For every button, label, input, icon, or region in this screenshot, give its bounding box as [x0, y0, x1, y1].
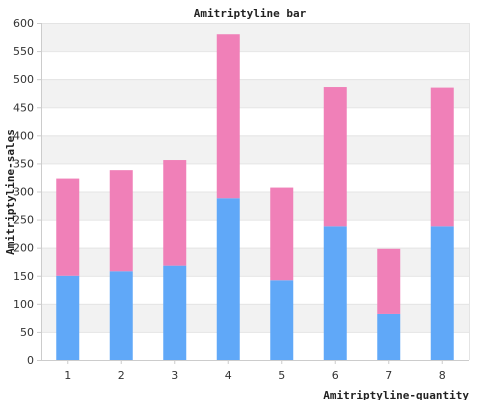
bar-series1-cat8: [430, 226, 454, 360]
x-tick-label: 7: [385, 369, 392, 382]
x-tick-label: 6: [332, 369, 339, 382]
axes: [41, 23, 470, 361]
y-tick-label: 600: [13, 17, 34, 30]
grid-band: [41, 23, 469, 52]
y-tick-label: 50: [20, 326, 34, 339]
x-tick-label: 2: [118, 369, 125, 382]
bar-series1-cat4: [216, 198, 240, 360]
grid-band: [41, 191, 469, 220]
bar-series2-cat8: [430, 87, 454, 227]
x-tick-label: 4: [225, 369, 232, 382]
y-tick-label: 150: [13, 270, 34, 283]
x-axis-label: Amitriptyline-quantity: [323, 389, 469, 400]
bar-series1-cat3: [163, 265, 187, 360]
grid-bands: [41, 23, 469, 332]
grid-band: [41, 135, 469, 164]
x-tick-label: 1: [64, 369, 71, 382]
bar-series1-cat6: [323, 226, 347, 360]
y-tick-label: 350: [13, 157, 34, 170]
bar-series1-cat5: [270, 280, 294, 360]
bar-series2-cat3: [163, 160, 187, 266]
y-tick-label: 250: [13, 214, 34, 227]
y-tick-labels: 0 50 100 150 200 250 300 350 400 450 500 550 600: [13, 17, 41, 367]
bar-series1-cat2: [109, 271, 133, 360]
grid-band: [41, 303, 469, 332]
bar-series2-cat4: [216, 34, 240, 199]
y-tick-label: 550: [13, 45, 34, 58]
x-tick-label: 5: [278, 369, 285, 382]
y-tick-label: 400: [13, 129, 34, 142]
bar-series2-cat2: [109, 170, 133, 272]
x-tick-label: 8: [439, 369, 446, 382]
bars: [56, 34, 454, 360]
bar-series2-cat7: [377, 248, 401, 314]
chart-title: Amitriptyline bar: [194, 7, 307, 20]
bar-series2-cat5: [270, 187, 294, 281]
y-tick-label: 500: [13, 73, 34, 86]
y-tick-label: 0: [27, 354, 34, 367]
bar-series1-cat1: [56, 275, 80, 360]
y-tick-label: 200: [13, 242, 34, 255]
bar-series2-cat6: [323, 87, 347, 227]
bar-series1-cat7: [377, 313, 401, 360]
y-tick-label: 450: [13, 101, 34, 114]
y-axis-label: Amitriptyline-sales: [4, 129, 17, 255]
bar-series2-cat1: [56, 178, 80, 276]
x-tick-label: 3: [171, 369, 178, 382]
x-tick-labels: 1 2 3 4 5 6 7 8: [64, 360, 446, 382]
grid-band: [41, 247, 469, 276]
y-tick-label: 300: [13, 186, 34, 199]
grid-band: [41, 79, 469, 108]
y-tick-label: 100: [13, 298, 34, 311]
